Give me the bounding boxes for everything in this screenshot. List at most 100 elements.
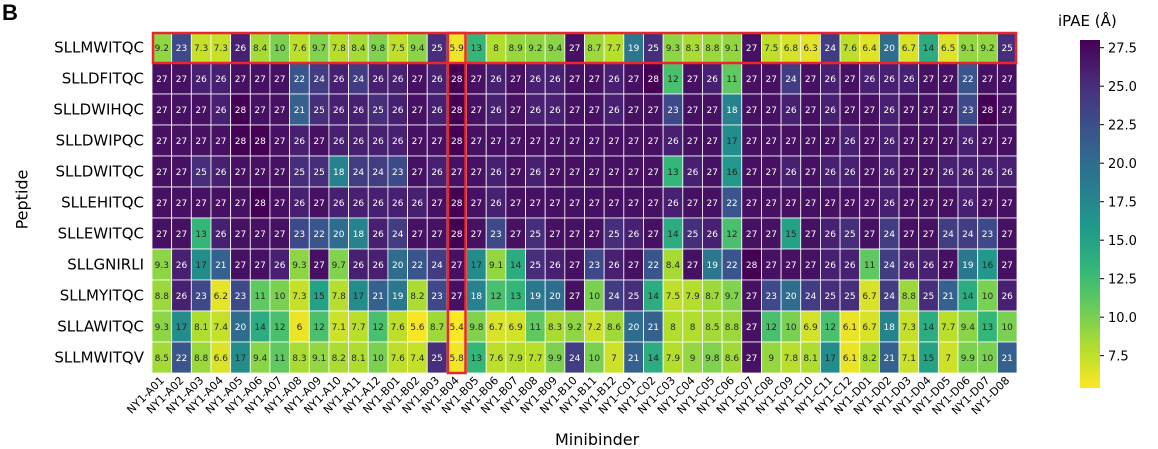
cell-value-label: 12 [726, 230, 737, 240]
cell-value-label: 9.9 [961, 354, 976, 364]
cell-value-label: 6 [297, 323, 303, 333]
highlight-column-box [446, 31, 467, 375]
cell-value-label: 6.5 [941, 44, 955, 54]
cell-value-label: 24 [353, 168, 365, 178]
cell-value-label: 27 [530, 199, 541, 209]
cell-value-label: 26 [392, 106, 404, 116]
cell-value-label: 10 [982, 354, 994, 364]
cell-value-label: 27 [805, 106, 816, 116]
cell-value-label: 25 [431, 354, 442, 364]
cell-value-label: 7.6 [391, 354, 406, 364]
cell-value-label: 19 [530, 292, 542, 302]
cell-value-label: 27 [589, 230, 600, 240]
cell-value-label: 27 [176, 106, 187, 116]
cell-value-label: 7.5 [391, 44, 405, 54]
cell-value-label: 25 [313, 168, 324, 178]
cell-value-label: 26 [667, 199, 679, 209]
cell-value-label: 27 [156, 106, 167, 116]
cell-value-label: 27 [805, 75, 816, 85]
cell-value-label: 27 [687, 137, 698, 147]
cell-value-label: 15 [785, 230, 796, 240]
cell-value-label: 7.3 [194, 44, 208, 54]
cell-value-label: 26 [1001, 168, 1013, 178]
cell-value-label: 27 [785, 137, 796, 147]
cell-value-label: 11 [864, 261, 875, 271]
cell-value-label: 23 [195, 292, 206, 302]
cell-value-label: 26 [844, 261, 856, 271]
cell-value-label: 27 [923, 75, 934, 85]
cell-value-label: 27 [648, 137, 659, 147]
cell-value-label: 26 [392, 137, 404, 147]
cell-value-label: 25 [294, 168, 305, 178]
cell-value-label: 27 [569, 261, 580, 271]
cell-value-label: 6.7 [489, 323, 503, 333]
cell-value-label: 25 [313, 106, 324, 116]
cell-value-label: 9.2 [155, 44, 169, 54]
cell-value-label: 7.7 [528, 354, 542, 364]
cell-value-label: 27 [805, 230, 816, 240]
cell-value-label: 9.1 [961, 44, 975, 54]
cell-value-label: 27 [1001, 137, 1012, 147]
cell-value-label: 17 [353, 292, 364, 302]
cell-value-label: 8.8 [194, 354, 209, 364]
cell-value-label: 6.4 [862, 44, 877, 54]
cell-value-label: 26 [628, 230, 640, 240]
cell-value-label: 27 [766, 75, 777, 85]
cell-value-label: 28 [451, 75, 463, 85]
cell-value-label: 7.3 [214, 44, 228, 54]
cell-value-label: 25 [1001, 44, 1012, 54]
cell-value-label: 28 [254, 199, 266, 209]
cell-value-label: 27 [805, 137, 816, 147]
cell-value-label: 26 [883, 75, 895, 85]
cell-value-label: 28 [746, 261, 758, 271]
cell-value-label: 26 [215, 75, 227, 85]
cell-value-label: 27 [510, 75, 521, 85]
cell-value-label: 9.2 [568, 323, 582, 333]
cell-value-label: 6.1 [843, 354, 857, 364]
cell-value-label: 13 [471, 354, 482, 364]
cell-value-label: 27 [903, 168, 914, 178]
cell-value-label: 27 [156, 75, 167, 85]
cell-value-label: 27 [254, 168, 265, 178]
row-label: SLLEWITQC [58, 225, 144, 243]
cell-value-label: 23 [962, 106, 973, 116]
cell-value-label: 26 [215, 230, 227, 240]
cell-value-label: 26 [549, 106, 561, 116]
cell-value-label: 5.8 [450, 354, 465, 364]
cell-value-label: 27 [687, 106, 698, 116]
cell-value-label: 27 [510, 106, 521, 116]
cell-value-label: 10 [274, 44, 286, 54]
cell-value-label: 27 [864, 199, 875, 209]
cell-value-label: 8.6 [725, 354, 740, 364]
cell-value-label: 28 [451, 230, 463, 240]
cell-value-label: 27 [176, 199, 187, 209]
cell-value-label: 26 [353, 199, 365, 209]
cell-value-label: 27 [274, 75, 285, 85]
cell-value-label: 27 [510, 230, 521, 240]
cell-value-label: 24 [372, 168, 384, 178]
cell-value-label: 27 [490, 137, 501, 147]
cell-value-label: 9.3 [666, 44, 680, 54]
cell-value-label: 24 [353, 75, 365, 85]
cell-value-label: 6.8 [784, 44, 799, 54]
cell-value-label: 25 [530, 261, 541, 271]
cell-value-label: 13 [667, 168, 678, 178]
cell-value-label: 27 [274, 106, 285, 116]
cell-value-label: 26 [785, 168, 797, 178]
cell-value-label: 7.6 [391, 323, 406, 333]
cell-value-label: 27 [549, 199, 560, 209]
cell-value-label: 26 [392, 75, 404, 85]
cell-value-label: 27 [608, 168, 619, 178]
cell-value-label: 27 [766, 137, 777, 147]
cell-value-label: 19 [392, 292, 404, 302]
cell-value-label: 26 [176, 292, 188, 302]
cell-value-label: 27 [274, 137, 285, 147]
row-label: SLLDFITQC [62, 70, 144, 88]
cell-value-label: 27 [942, 137, 953, 147]
cell-value-label: 7.6 [292, 44, 307, 54]
cell-value-label: 6.6 [214, 354, 229, 364]
cell-value-label: 27 [648, 199, 659, 209]
cell-value-label: 27 [176, 137, 187, 147]
cell-value-label: 6.9 [509, 323, 524, 333]
cell-value-label: 8.3 [548, 323, 562, 333]
